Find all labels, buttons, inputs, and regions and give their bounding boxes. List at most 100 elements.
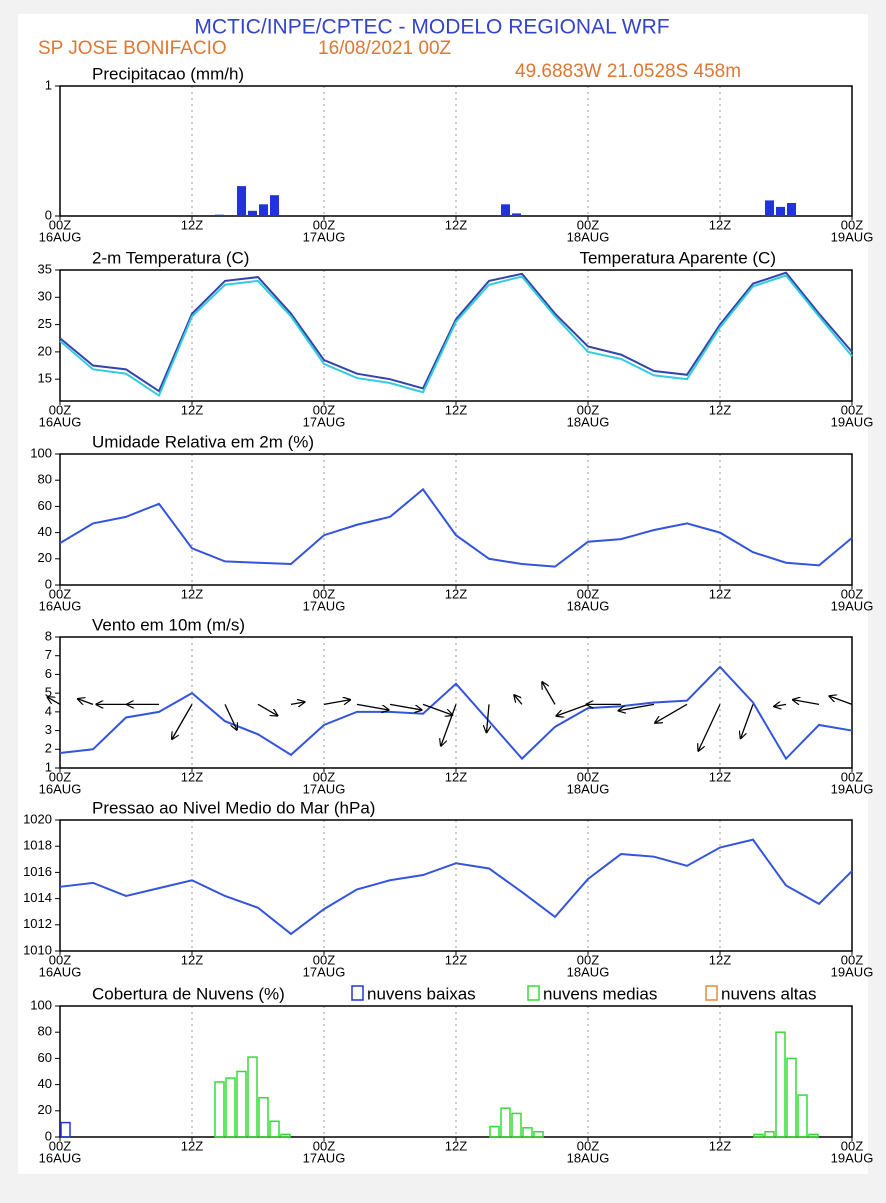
x-tick-label: 00Z (577, 952, 599, 967)
y-tick-label: 2 (45, 741, 52, 756)
bar (270, 195, 279, 216)
bar (764, 1131, 775, 1138)
bar (237, 186, 246, 216)
x-date-label: 18AUG (567, 964, 610, 979)
bar (776, 206, 785, 216)
line (59, 271, 853, 393)
bar (225, 1077, 236, 1138)
y-tick-label: 5 (45, 685, 52, 700)
y-tick-label: 40 (38, 1076, 52, 1091)
bar (247, 1056, 258, 1138)
x-date-label: 16AUG (39, 781, 82, 796)
x-date-label: 17AUG (303, 414, 346, 429)
x-tick-label: 00Z (49, 952, 71, 967)
x-tick-label: 00Z (841, 217, 863, 232)
y-tick-label: 1 (45, 759, 52, 774)
bar (280, 1133, 291, 1138)
x-tick-label: 12Z (709, 769, 731, 784)
legend-label: nuvens altas (721, 984, 816, 1003)
wind-arrow (793, 700, 820, 706)
y-tick-label: 1012 (23, 916, 52, 931)
wind-arrow (389, 703, 422, 710)
wind-arrow (257, 703, 277, 715)
y-tick-label: 1016 (23, 864, 52, 879)
x-tick-label: 12Z (709, 586, 731, 601)
legend-label: nuvens medias (543, 984, 657, 1003)
plot-frame (59, 1005, 853, 1138)
x-tick-label: 00Z (577, 1138, 599, 1153)
y-tick-label: 40 (38, 524, 52, 539)
bar (533, 1131, 544, 1138)
bar (60, 1121, 71, 1138)
y-tick-label: 8 (45, 628, 52, 643)
x-date-label: 19AUG (831, 229, 874, 244)
x-tick-label: 00Z (841, 1138, 863, 1153)
y-tick-label: 1020 (23, 811, 52, 826)
bar (501, 204, 510, 216)
line (59, 838, 853, 936)
bar (512, 213, 521, 216)
x-date-label: 16AUG (39, 414, 82, 429)
x-date-label: 19AUG (831, 781, 874, 796)
y-tick-label: 30 (38, 289, 52, 304)
y-tick-label: 80 (38, 472, 52, 487)
x-tick-label: 00Z (313, 217, 335, 232)
y-tick-label: 6 (45, 666, 52, 681)
bar (489, 1125, 500, 1138)
x-date-label: 17AUG (303, 781, 346, 796)
x-tick-label: 00Z (313, 769, 335, 784)
x-tick-label: 00Z (49, 1138, 71, 1153)
series-title: 2-m Temperatura (C) (92, 248, 249, 267)
x-tick-label: 12Z (181, 952, 203, 967)
x-date-label: 17AUG (303, 229, 346, 244)
x-tick-label: 12Z (181, 769, 203, 784)
panel-title: Precipitacao (mm/h) (92, 64, 244, 83)
legend-swatch (527, 985, 540, 1001)
x-tick-label: 12Z (445, 217, 467, 232)
plot-frame (59, 269, 853, 402)
x-tick-label: 00Z (577, 402, 599, 417)
bar (775, 1031, 786, 1138)
x-tick-label: 12Z (445, 402, 467, 417)
location: SP JOSE BONIFACIO (38, 38, 227, 59)
legend-label: nuvens baixas (367, 984, 476, 1003)
line (59, 665, 853, 761)
x-tick-label: 00Z (313, 1138, 335, 1153)
x-tick-label: 12Z (445, 769, 467, 784)
wind-arrow (224, 704, 237, 729)
x-date-label: 17AUG (303, 964, 346, 979)
x-date-label: 17AUG (303, 1150, 346, 1165)
y-tick-label: 60 (38, 1050, 52, 1065)
x-date-label: 18AUG (567, 414, 610, 429)
card (18, 14, 868, 1174)
bar (765, 200, 774, 216)
wind-arrow (619, 703, 655, 710)
x-date-label: 17AUG (303, 598, 346, 613)
x-tick-label: 00Z (313, 402, 335, 417)
date: 16/08/2021 00Z (318, 38, 452, 59)
x-date-label: 18AUG (567, 229, 610, 244)
y-tick-label: 60 (38, 498, 52, 513)
x-tick-label: 00Z (313, 952, 335, 967)
wind-arrow (774, 704, 787, 706)
y-tick-label: 0 (45, 207, 52, 222)
bar (258, 1096, 269, 1138)
x-tick-label: 12Z (709, 952, 731, 967)
x-tick-label: 12Z (709, 402, 731, 417)
wind-arrow (441, 704, 457, 745)
x-tick-label: 00Z (841, 952, 863, 967)
x-date-label: 16AUG (39, 229, 82, 244)
x-tick-label: 12Z (445, 1138, 467, 1153)
wind-arrow (487, 704, 489, 732)
y-tick-label: 1018 (23, 838, 52, 853)
bar (808, 1133, 819, 1138)
x-tick-label: 00Z (49, 586, 71, 601)
x-date-label: 16AUG (39, 1150, 82, 1165)
wind-arrow (290, 702, 304, 704)
wind-arrow (422, 703, 452, 715)
y-tick-label: 20 (38, 343, 52, 358)
wind-arrow (514, 695, 523, 705)
wind-arrow (556, 703, 589, 715)
wind-arrow (48, 697, 61, 705)
x-tick-label: 00Z (577, 217, 599, 232)
